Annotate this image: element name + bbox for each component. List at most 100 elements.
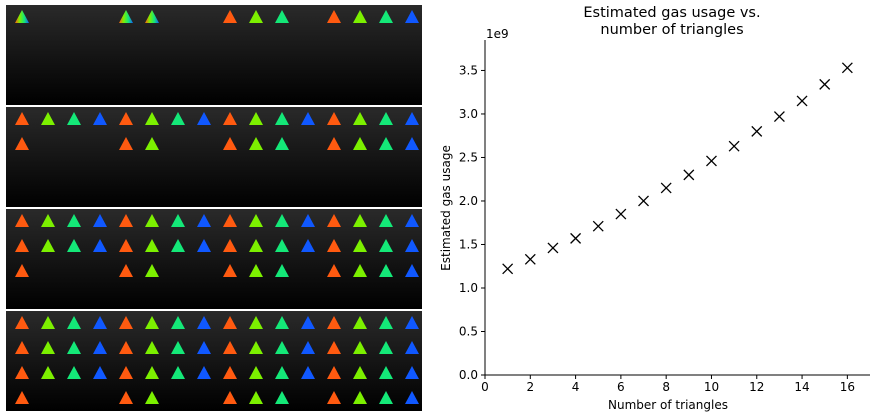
- triangle: [327, 214, 341, 227]
- triangle: [119, 214, 133, 227]
- triangle: [15, 137, 29, 150]
- triangle: [145, 366, 159, 379]
- y-tick-label: 0.0: [459, 368, 478, 382]
- triangle: [275, 391, 289, 404]
- triangle: [197, 341, 211, 354]
- triangle: [275, 137, 289, 150]
- data-point: [570, 232, 582, 244]
- triangle: [15, 214, 29, 227]
- data-point: [819, 78, 831, 90]
- triangle: [353, 264, 367, 277]
- triangle: [405, 264, 419, 277]
- triangle: [119, 137, 133, 150]
- triangle-cell: [327, 10, 419, 23]
- triangle: [223, 264, 237, 277]
- triangle: [223, 112, 237, 125]
- x-tick-label: 2: [526, 380, 534, 394]
- triangle: [327, 239, 341, 252]
- triangle: [145, 137, 159, 150]
- triangle: [119, 264, 133, 277]
- triangle-grid: [6, 5, 422, 411]
- triangle: [275, 239, 289, 252]
- triangle: [93, 366, 107, 379]
- triangle: [197, 366, 211, 379]
- data-point: [615, 208, 627, 220]
- data-point: [502, 263, 514, 275]
- triangle: [379, 391, 393, 404]
- triangle: [353, 316, 367, 329]
- x-axis-label: Number of triangles: [608, 398, 728, 412]
- triangle: [119, 239, 133, 252]
- triangle: [223, 391, 237, 404]
- y-tick-label: 2.5: [459, 150, 478, 164]
- triangle: [301, 341, 315, 354]
- data-point: [796, 95, 808, 107]
- triangle: [223, 366, 237, 379]
- triangle: [249, 137, 263, 150]
- triangle: [15, 341, 29, 354]
- triangle: [171, 112, 185, 125]
- triangle: [301, 239, 315, 252]
- x-tick-label: 6: [617, 380, 625, 394]
- triangle: [353, 10, 367, 23]
- y-axis-label: Estimated gas usage: [439, 145, 453, 271]
- triangle-cell: [327, 316, 419, 404]
- triangle: [249, 391, 263, 404]
- triangle: [67, 112, 81, 125]
- triangle: [353, 341, 367, 354]
- chart-title-line: number of triangles: [600, 22, 743, 38]
- triangle: [379, 239, 393, 252]
- triangle: [301, 214, 315, 227]
- triangle: [15, 239, 29, 252]
- y-tick-label: 3.5: [459, 63, 478, 77]
- triangle-cell: [119, 10, 159, 23]
- triangle: [145, 10, 159, 23]
- data-point: [706, 155, 717, 167]
- triangle: [327, 264, 341, 277]
- triangle: [301, 366, 315, 379]
- triangle: [15, 366, 29, 379]
- triangle: [145, 391, 159, 404]
- triangle: [327, 112, 341, 125]
- triangle-cell: [15, 112, 107, 150]
- y-tick-label: 2.0: [459, 194, 478, 208]
- triangle: [405, 137, 419, 150]
- triangle: [405, 391, 419, 404]
- triangle: [301, 316, 315, 329]
- data-point: [773, 111, 785, 123]
- data-point: [592, 220, 604, 232]
- chart-title-line: Estimated gas usage vs.: [583, 5, 760, 21]
- triangle: [275, 264, 289, 277]
- x-tick-label: 8: [662, 380, 670, 394]
- x-tick-label: 16: [840, 380, 855, 394]
- triangle-cell: [223, 10, 289, 23]
- triangle: [405, 239, 419, 252]
- gas-usage-scatter-chart: Estimated gas usage vs. number of triangl…: [439, 5, 870, 412]
- triangle: [119, 366, 133, 379]
- triangle: [119, 112, 133, 125]
- triangle-grid-panel: [6, 5, 422, 413]
- triangle: [41, 239, 55, 252]
- triangle: [15, 10, 29, 23]
- triangle: [327, 391, 341, 404]
- triangle: [275, 214, 289, 227]
- triangle: [405, 214, 419, 227]
- triangle-cell: [223, 214, 315, 277]
- triangle: [41, 214, 55, 227]
- triangle: [145, 214, 159, 227]
- gas-usage-chart-panel: Estimated gas usage vs. number of triangl…: [430, 0, 872, 415]
- triangle: [223, 316, 237, 329]
- triangle: [249, 264, 263, 277]
- chart-title: Estimated gas usage vs. number of triangl…: [583, 5, 760, 38]
- triangle: [119, 10, 133, 23]
- data-point: [524, 253, 536, 265]
- triangle: [15, 112, 29, 125]
- triangle: [197, 239, 211, 252]
- triangle: [275, 341, 289, 354]
- triangle: [353, 112, 367, 125]
- y-tick-label: 0.5: [459, 324, 478, 338]
- triangle: [353, 366, 367, 379]
- triangle: [93, 214, 107, 227]
- triangle-cell: [327, 112, 419, 150]
- triangle: [197, 214, 211, 227]
